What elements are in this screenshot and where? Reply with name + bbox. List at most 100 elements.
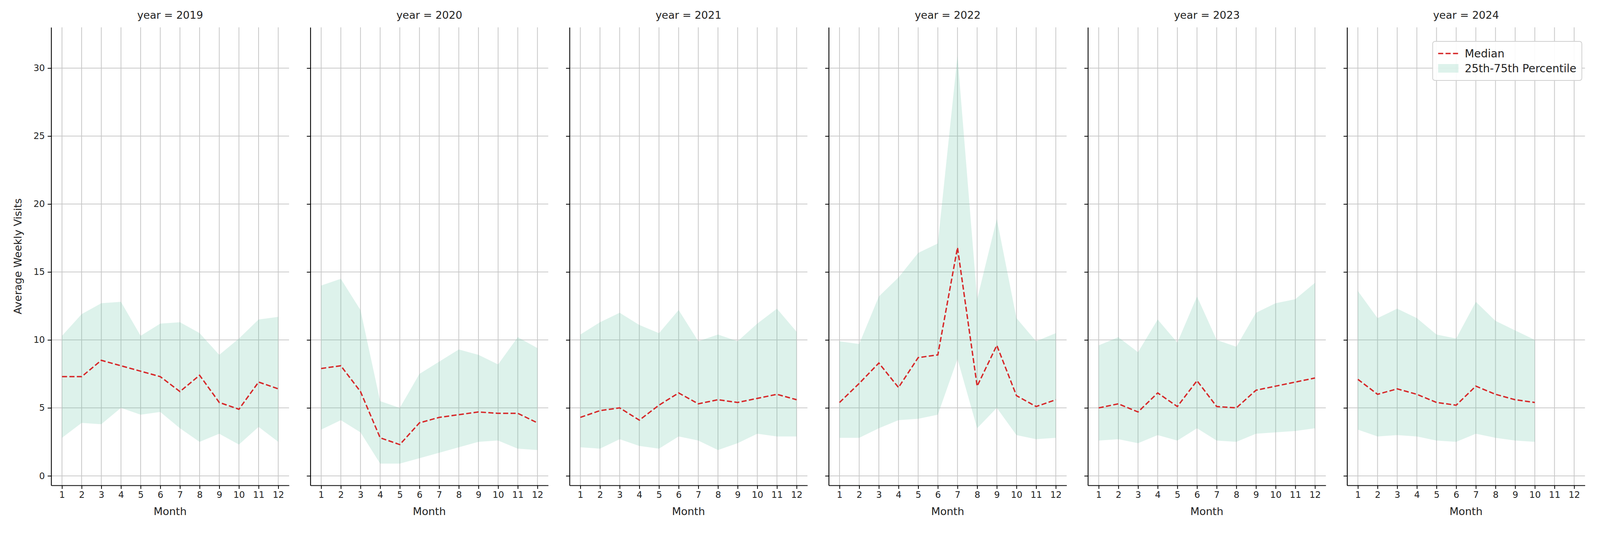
x-tick: 11	[771, 485, 783, 500]
tick-mark	[47, 67, 52, 69]
tick-label: 25	[33, 130, 45, 142]
tick-mark	[1495, 485, 1497, 490]
x-tick: 6	[935, 485, 942, 500]
grid-line	[1087, 475, 1326, 477]
x-tick: 7	[1214, 485, 1220, 500]
tick-mark	[1196, 485, 1198, 490]
y-tick	[307, 476, 311, 477]
tick-label: 9	[475, 489, 482, 500]
tick-mark	[566, 407, 570, 409]
tick-label: 2	[78, 489, 85, 500]
tick-label: 0	[39, 470, 45, 481]
plot-area	[1098, 282, 1316, 444]
tick-label: 9	[994, 489, 1000, 500]
tick-mark	[120, 485, 122, 490]
percentile-band	[839, 55, 1056, 440]
tick-mark	[1514, 485, 1516, 490]
tick-mark	[580, 485, 581, 490]
x-tick: 2	[1115, 485, 1122, 500]
tick-mark	[307, 135, 311, 137]
legend: Median25th-75th Percentile	[1432, 41, 1583, 81]
tick-mark	[658, 485, 660, 490]
tick-label: 3	[1394, 489, 1401, 500]
x-tick: 7	[1473, 485, 1479, 500]
tick-label: 12	[1050, 489, 1062, 500]
tick-mark	[619, 485, 621, 490]
y-tick	[566, 67, 570, 69]
y-tick	[566, 408, 570, 409]
y-tick	[825, 67, 829, 69]
tick-mark	[776, 485, 778, 490]
tick-label: 20	[33, 198, 45, 209]
x-tick: 1	[318, 485, 325, 500]
tick-mark	[1416, 485, 1418, 490]
legend-item: 25th-75th Percentile	[1438, 62, 1577, 75]
tick-label: 10	[33, 334, 45, 345]
tick-mark	[1343, 407, 1348, 409]
x-tick: 6	[676, 485, 683, 500]
x-tick: 3	[357, 485, 364, 500]
tick-mark	[566, 135, 570, 137]
x-tick: 2	[78, 485, 85, 500]
grid-line	[569, 67, 808, 69]
x-axis: 123456789101112	[828, 485, 1067, 500]
tick-label: 2	[856, 489, 863, 500]
tick-mark	[1084, 271, 1088, 273]
tick-mark	[307, 67, 311, 69]
tick-mark	[1343, 67, 1348, 69]
tick-label: 7	[1473, 489, 1479, 500]
x-tick: 12	[1309, 485, 1321, 500]
x-axis: 123456789101112	[51, 485, 290, 500]
tick-label: 1	[1096, 489, 1102, 500]
x-tick: 1	[1096, 485, 1102, 500]
tick-label: 9	[735, 489, 742, 500]
tick-label: 6	[1194, 489, 1201, 500]
x-axis-title: Month	[153, 505, 187, 518]
tick-mark	[307, 203, 311, 205]
y-tick	[1343, 476, 1348, 477]
x-tick: 12	[1050, 485, 1062, 500]
grid	[51, 27, 290, 486]
axis-line	[1088, 485, 1327, 486]
x-tick: 10	[1529, 485, 1541, 500]
x-tick: 6	[157, 485, 164, 500]
x-tick: 4	[895, 485, 902, 500]
tick-mark	[639, 485, 640, 490]
x-tick: 10	[1270, 485, 1282, 500]
x-tick: 11	[1548, 485, 1561, 500]
tick-mark	[1084, 339, 1088, 341]
grid-line	[1087, 271, 1326, 273]
grid-line	[51, 67, 290, 69]
tick-mark	[1573, 485, 1575, 490]
tick-label: 10	[1529, 489, 1541, 500]
tick-label: 11	[253, 489, 265, 500]
tick-mark	[179, 485, 181, 490]
tick-mark	[825, 271, 829, 273]
y-tick	[825, 408, 829, 409]
x-tick: 4	[636, 485, 643, 500]
x-tick: 5	[656, 485, 663, 500]
tick-mark	[566, 339, 570, 341]
tick-mark	[717, 485, 719, 490]
tick-label: 2	[1115, 489, 1122, 500]
tick-mark	[238, 485, 240, 490]
y-axis	[825, 27, 830, 486]
tick-mark	[1035, 485, 1037, 490]
tick-label: 8	[715, 489, 722, 500]
grid-line	[120, 27, 122, 486]
panel: 123456789101112year = 2024MonthMedian25t…	[1343, 8, 1586, 518]
x-tick: 11	[512, 485, 524, 500]
x-tick: 2	[597, 485, 604, 500]
median-line	[580, 392, 797, 421]
x-tick: 12	[1568, 485, 1581, 500]
tick-mark	[1377, 485, 1379, 490]
tick-mark	[1455, 485, 1457, 490]
tick-mark	[160, 485, 161, 490]
tick-label: 5	[397, 489, 404, 500]
y-tick	[1084, 408, 1088, 409]
tick-mark	[498, 485, 499, 490]
x-tick: 10	[492, 485, 504, 500]
tick-mark	[258, 485, 259, 490]
tick-mark	[566, 271, 570, 273]
tick-label: 9	[1253, 489, 1260, 500]
